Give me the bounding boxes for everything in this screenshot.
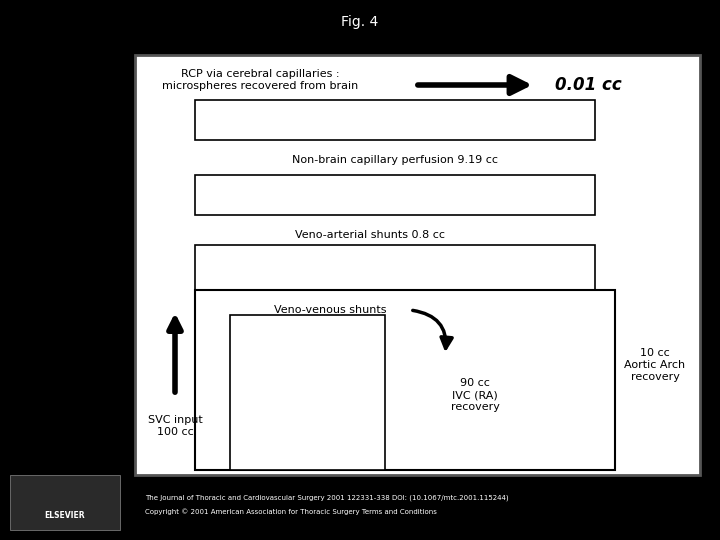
- Text: Copyright © 2001 American Association for Thoracic Surgery Terms and Conditions: Copyright © 2001 American Association fo…: [145, 509, 437, 515]
- Bar: [230, 315, 385, 470]
- Text: RCP via cerebral capillaries :
microspheres recovered from brain: RCP via cerebral capillaries : microsphe…: [162, 69, 358, 91]
- Text: Fig. 4: Fig. 4: [341, 15, 379, 29]
- Text: SVC input
100 cc: SVC input 100 cc: [148, 415, 202, 437]
- Text: 10 cc
Aortic Arch
recovery: 10 cc Aortic Arch recovery: [624, 348, 685, 382]
- Text: Non-brain capillary perfusion 9.19 cc: Non-brain capillary perfusion 9.19 cc: [292, 155, 498, 165]
- Text: 90 cc
IVC (RA)
recovery: 90 cc IVC (RA) recovery: [451, 379, 500, 411]
- Bar: [195, 245, 595, 290]
- Bar: [135, 55, 700, 475]
- Text: The Journal of Thoracic and Cardiovascular Surgery 2001 122331-338 DOI: (10.1067: The Journal of Thoracic and Cardiovascul…: [145, 495, 508, 501]
- Bar: [10, 475, 120, 530]
- Text: Veno-arterial shunts 0.8 cc: Veno-arterial shunts 0.8 cc: [295, 230, 445, 240]
- Bar: [195, 290, 615, 470]
- Bar: [195, 175, 595, 215]
- Text: Veno-venous shunts: Veno-venous shunts: [274, 305, 386, 315]
- Text: ELSEVIER: ELSEVIER: [45, 511, 85, 520]
- Text: 0.01 cc: 0.01 cc: [555, 76, 622, 94]
- Bar: [195, 100, 595, 140]
